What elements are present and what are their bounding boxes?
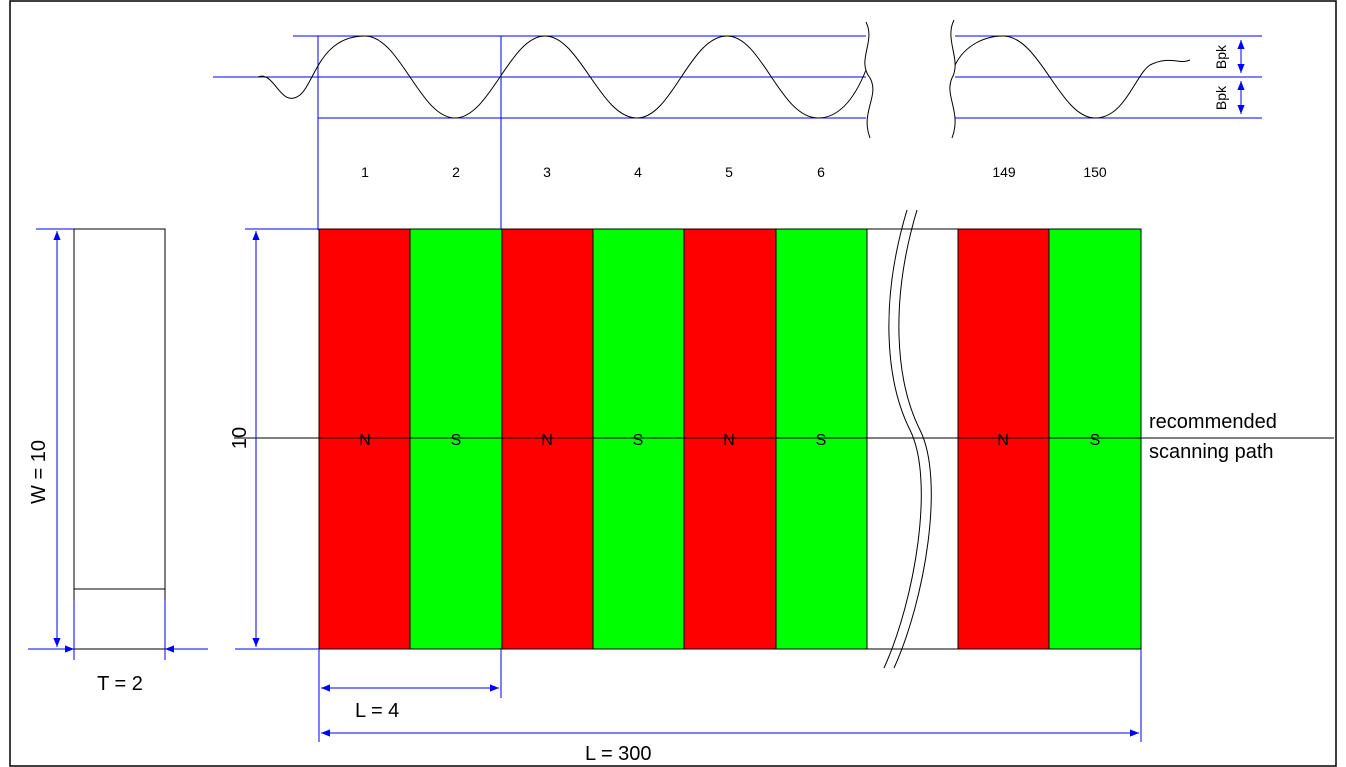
- pole-number: 149: [992, 164, 1016, 180]
- north-pole: [318, 228, 411, 650]
- pole-number: 150: [1083, 164, 1107, 180]
- pole-letter: S: [451, 432, 462, 449]
- waveform-break-marks: [864, 19, 956, 139]
- pole-number: 5: [725, 164, 733, 180]
- pole-letter: S: [1090, 432, 1101, 449]
- thickness-dimension-label: T = 2: [97, 673, 143, 695]
- pole-number: 3: [543, 164, 551, 180]
- pole-letters: N S N S N S N S: [359, 432, 1100, 449]
- north-pole: [501, 228, 594, 650]
- waveform-guides: [213, 35, 1262, 230]
- south-pole: [775, 228, 868, 650]
- north-pole: [957, 228, 1050, 650]
- strip-break-marks: [883, 209, 932, 669]
- side-view-dimensions: [28, 228, 208, 660]
- pole-number: 2: [452, 164, 460, 180]
- pole-letter: S: [816, 432, 827, 449]
- pole-number: 4: [634, 164, 642, 180]
- side-view: [73, 228, 166, 650]
- diagram-frame: [9, 0, 1337, 767]
- bpk-bottom-label: Bpk: [1213, 85, 1229, 110]
- pole-letter: N: [541, 432, 553, 449]
- pole-letter: N: [359, 432, 371, 449]
- strip-height-dimension: [235, 228, 319, 650]
- field-waveform: [257, 35, 1191, 119]
- bpk-top-label: Bpk: [1213, 44, 1229, 69]
- pole-letter: S: [633, 432, 644, 449]
- width-dimension-label: W = 10: [28, 440, 50, 504]
- scanning-path-label-line2: scanning path: [1149, 441, 1274, 463]
- pole-length-label: L = 4: [355, 700, 399, 722]
- south-pole: [1048, 228, 1142, 650]
- north-pole: [683, 228, 777, 650]
- pole-number: 1: [361, 164, 369, 180]
- length-dimensions: [318, 649, 1142, 742]
- total-length-label: L = 300: [585, 743, 652, 765]
- strip-height-label: 10: [229, 427, 251, 449]
- pole-strip: [318, 228, 1142, 650]
- pole-numbers: 1 2 3 4 5 6 149 150: [361, 164, 1107, 180]
- pole-number: 6: [817, 164, 825, 180]
- scanning-path-label-line1: recommended: [1149, 411, 1277, 433]
- pole-letter: N: [997, 432, 1009, 449]
- south-pole: [409, 228, 503, 650]
- pole-letter: N: [723, 432, 735, 449]
